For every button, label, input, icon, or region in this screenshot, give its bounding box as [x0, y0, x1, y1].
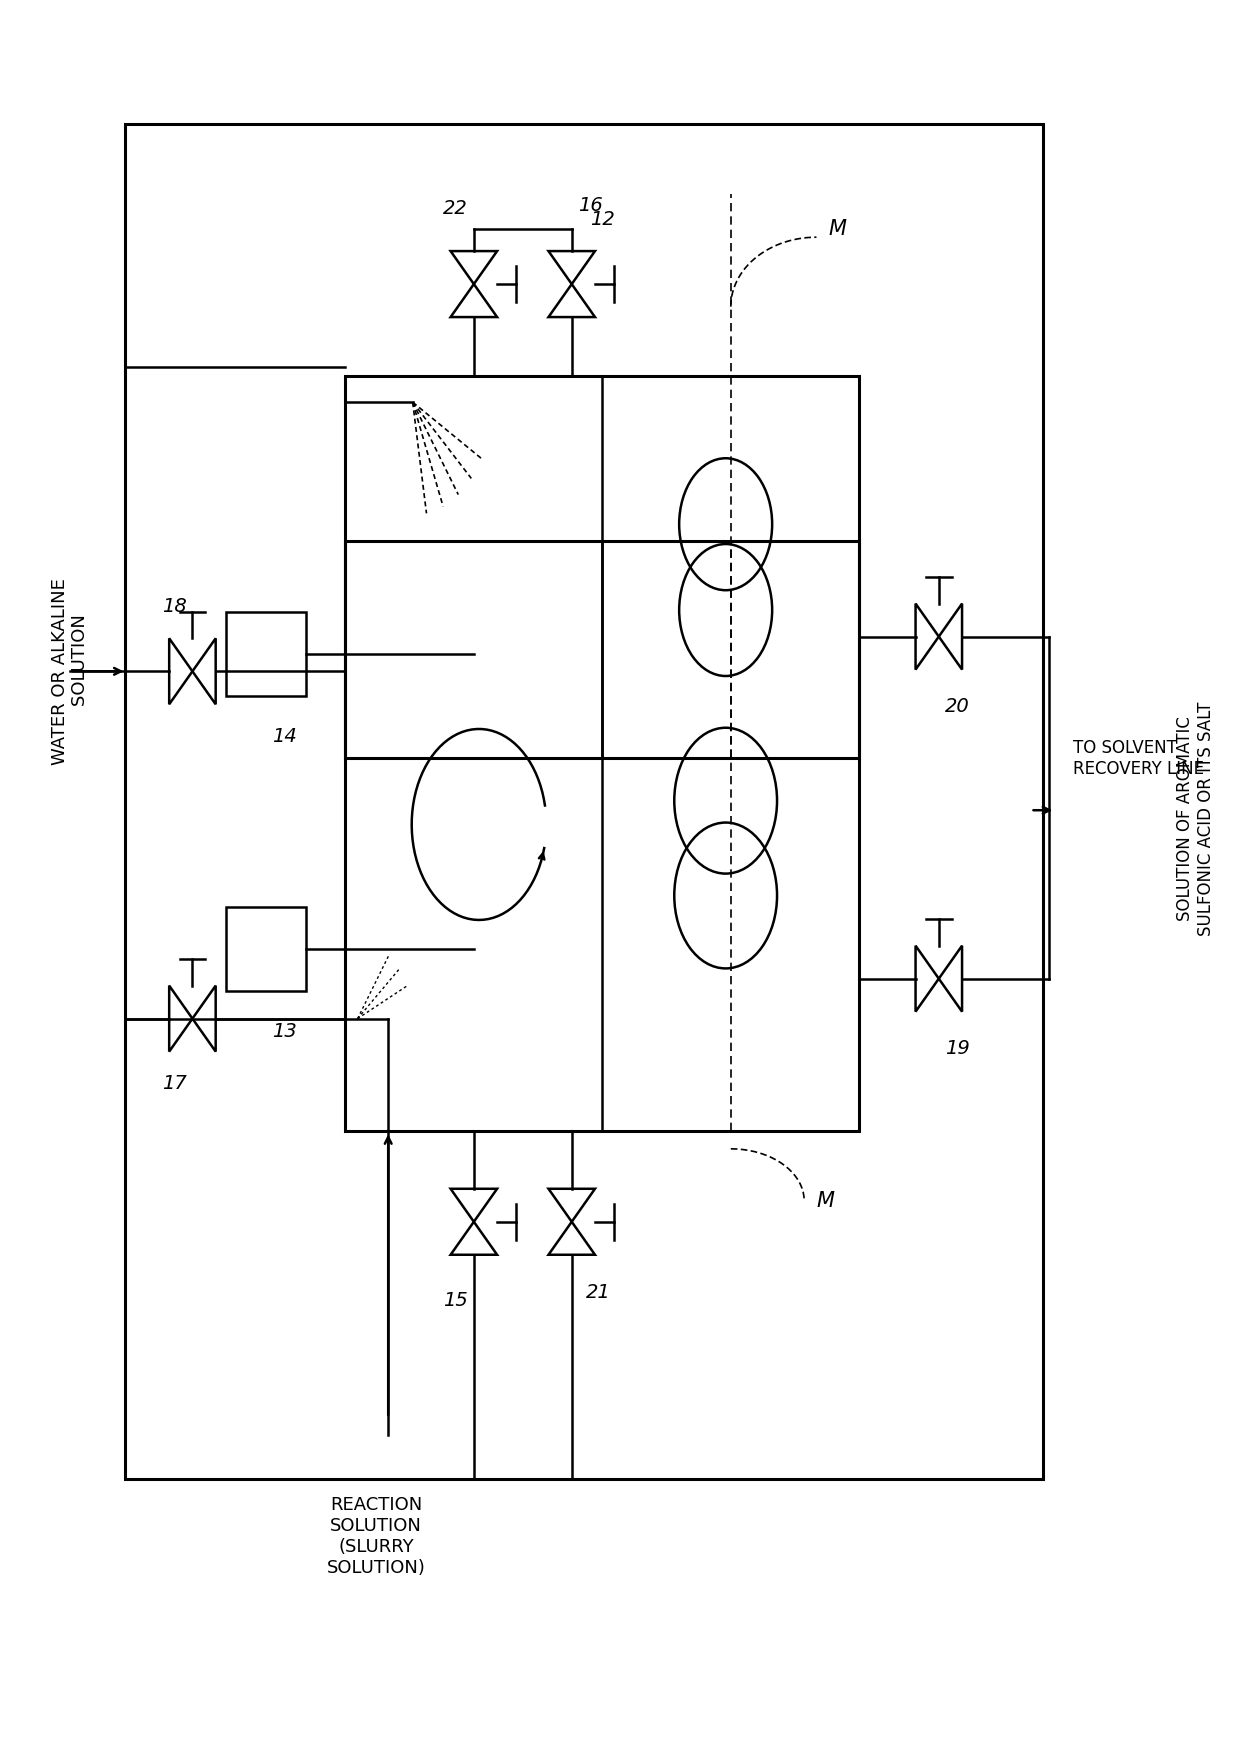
- Text: 19: 19: [945, 1040, 970, 1059]
- Text: 16: 16: [578, 195, 603, 214]
- Text: 20: 20: [945, 697, 970, 716]
- Bar: [125, 124, 1043, 1479]
- Text: 12: 12: [590, 211, 615, 230]
- Text: 21: 21: [587, 1282, 611, 1301]
- Text: REACTION
SOLUTION
(SLURRY
SOLUTION): REACTION SOLUTION (SLURRY SOLUTION): [326, 1496, 425, 1577]
- Text: 18: 18: [161, 598, 186, 615]
- Bar: [346, 376, 859, 758]
- Bar: [226, 611, 305, 695]
- Text: TO SOLVENT
RECOVERY LINE: TO SOLVENT RECOVERY LINE: [1074, 739, 1204, 777]
- Text: SOLUTION OF AROMATIC
SULFONIC ACID OR ITS SALT: SOLUTION OF AROMATIC SULFONIC ACID OR IT…: [1177, 702, 1215, 935]
- Text: 15: 15: [443, 1291, 467, 1310]
- Text: 22: 22: [443, 199, 467, 218]
- Text: WATER OR ALKALINE
    SOLUTION: WATER OR ALKALINE SOLUTION: [51, 578, 89, 765]
- Text: M: M: [816, 1192, 835, 1211]
- Text: 17: 17: [161, 1075, 186, 1094]
- Text: 13: 13: [272, 1023, 296, 1042]
- Text: 14: 14: [272, 726, 296, 746]
- Bar: [346, 542, 859, 1132]
- Bar: [226, 908, 305, 991]
- Text: M: M: [828, 218, 847, 239]
